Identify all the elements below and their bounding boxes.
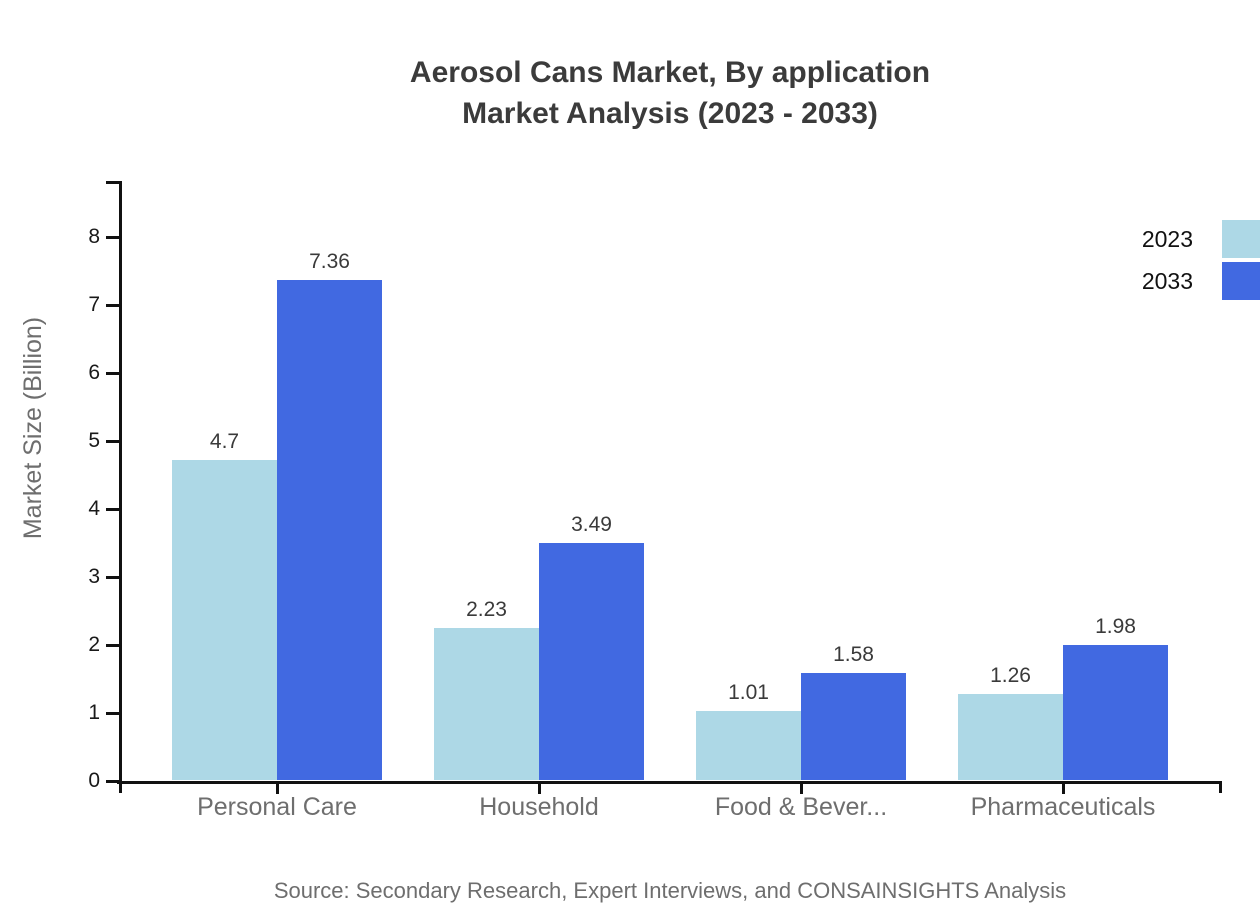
bar-2033-pharmaceuticals <box>1063 645 1168 780</box>
x-axis-end-tick <box>1219 781 1222 793</box>
y-tick-1 <box>106 712 119 715</box>
y-tick-label-6: 6 <box>88 361 100 384</box>
y-tick-6 <box>106 372 119 375</box>
x-tick-food-bever <box>800 783 803 794</box>
legend-swatch-2033 <box>1222 262 1260 300</box>
x-tick-pharmaceuticals <box>1062 783 1065 794</box>
y-tick-label-7: 7 <box>88 293 100 316</box>
value-label-2023-pharmaceuticals: 1.26 <box>990 664 1031 687</box>
category-label-food-bever: Food & Bever... <box>714 793 888 821</box>
bar-2033-household <box>539 543 644 780</box>
value-label-2033-personal-care: 7.36 <box>309 250 350 273</box>
y-tick-2 <box>106 644 119 647</box>
bar-2033-personal-care <box>277 280 382 780</box>
y-tick-4 <box>106 508 119 511</box>
y-tick-0 <box>106 780 119 783</box>
y-tick-label-1: 1 <box>88 701 100 724</box>
legend: 2023 2033 <box>1142 220 1260 304</box>
bar-2033-food-bever <box>801 673 906 780</box>
chart-title: Aerosol Cans Market, By application Mark… <box>80 52 1260 134</box>
category-label-household: Household <box>479 793 599 821</box>
y-tick-label-0: 0 <box>88 769 100 792</box>
category-label-pharmaceuticals: Pharmaceuticals <box>970 793 1156 821</box>
y-tick-7 <box>106 304 119 307</box>
bar-2023-household <box>434 628 539 780</box>
legend-item-2023: 2023 <box>1142 220 1260 258</box>
y-axis-line <box>119 181 122 783</box>
source-attribution: Source: Secondary Research, Expert Inter… <box>273 878 1067 903</box>
bar-2023-pharmaceuticals <box>958 694 1063 780</box>
value-label-2023-household: 2.23 <box>466 598 507 621</box>
category-label-personal-care: Personal Care <box>197 793 357 821</box>
x-axis-line <box>117 781 1222 784</box>
legend-label-2023: 2023 <box>1141 225 1193 252</box>
bar-2023-food-bever <box>696 711 801 780</box>
y-tick-8 <box>106 236 119 239</box>
legend-swatch-2023 <box>1222 220 1260 258</box>
y-tick-5 <box>106 440 119 443</box>
y-tick-label-3: 3 <box>88 565 100 588</box>
y-axis-title: Market Size (Billion) <box>19 316 47 540</box>
y-tick-label-8: 8 <box>88 225 100 248</box>
value-label-2033-household: 3.49 <box>571 513 612 536</box>
y-tick-label-2: 2 <box>88 633 100 656</box>
x-tick-personal-care <box>276 783 279 794</box>
legend-label-2033: 2033 <box>1141 267 1193 294</box>
y-tick-label-4: 4 <box>88 497 100 520</box>
y-tick-3 <box>106 576 119 579</box>
value-label-2033-pharmaceuticals: 1.98 <box>1095 615 1136 638</box>
value-label-2023-food-bever: 1.01 <box>728 681 769 704</box>
legend-item-2033: 2033 <box>1142 262 1260 300</box>
y-axis-end-tick <box>106 181 119 184</box>
x-axis-start-tick <box>119 781 122 793</box>
x-tick-household <box>538 783 541 794</box>
value-label-2023-personal-care: 4.7 <box>209 430 240 453</box>
value-label-2033-food-bever: 1.58 <box>833 643 874 666</box>
bar-2023-personal-care <box>172 460 277 780</box>
chart-title-line2: Market Analysis (2023 - 2033) <box>462 97 878 130</box>
y-tick-label-5: 5 <box>88 429 100 452</box>
chart-title-line1: Aerosol Cans Market, By application <box>409 56 931 89</box>
